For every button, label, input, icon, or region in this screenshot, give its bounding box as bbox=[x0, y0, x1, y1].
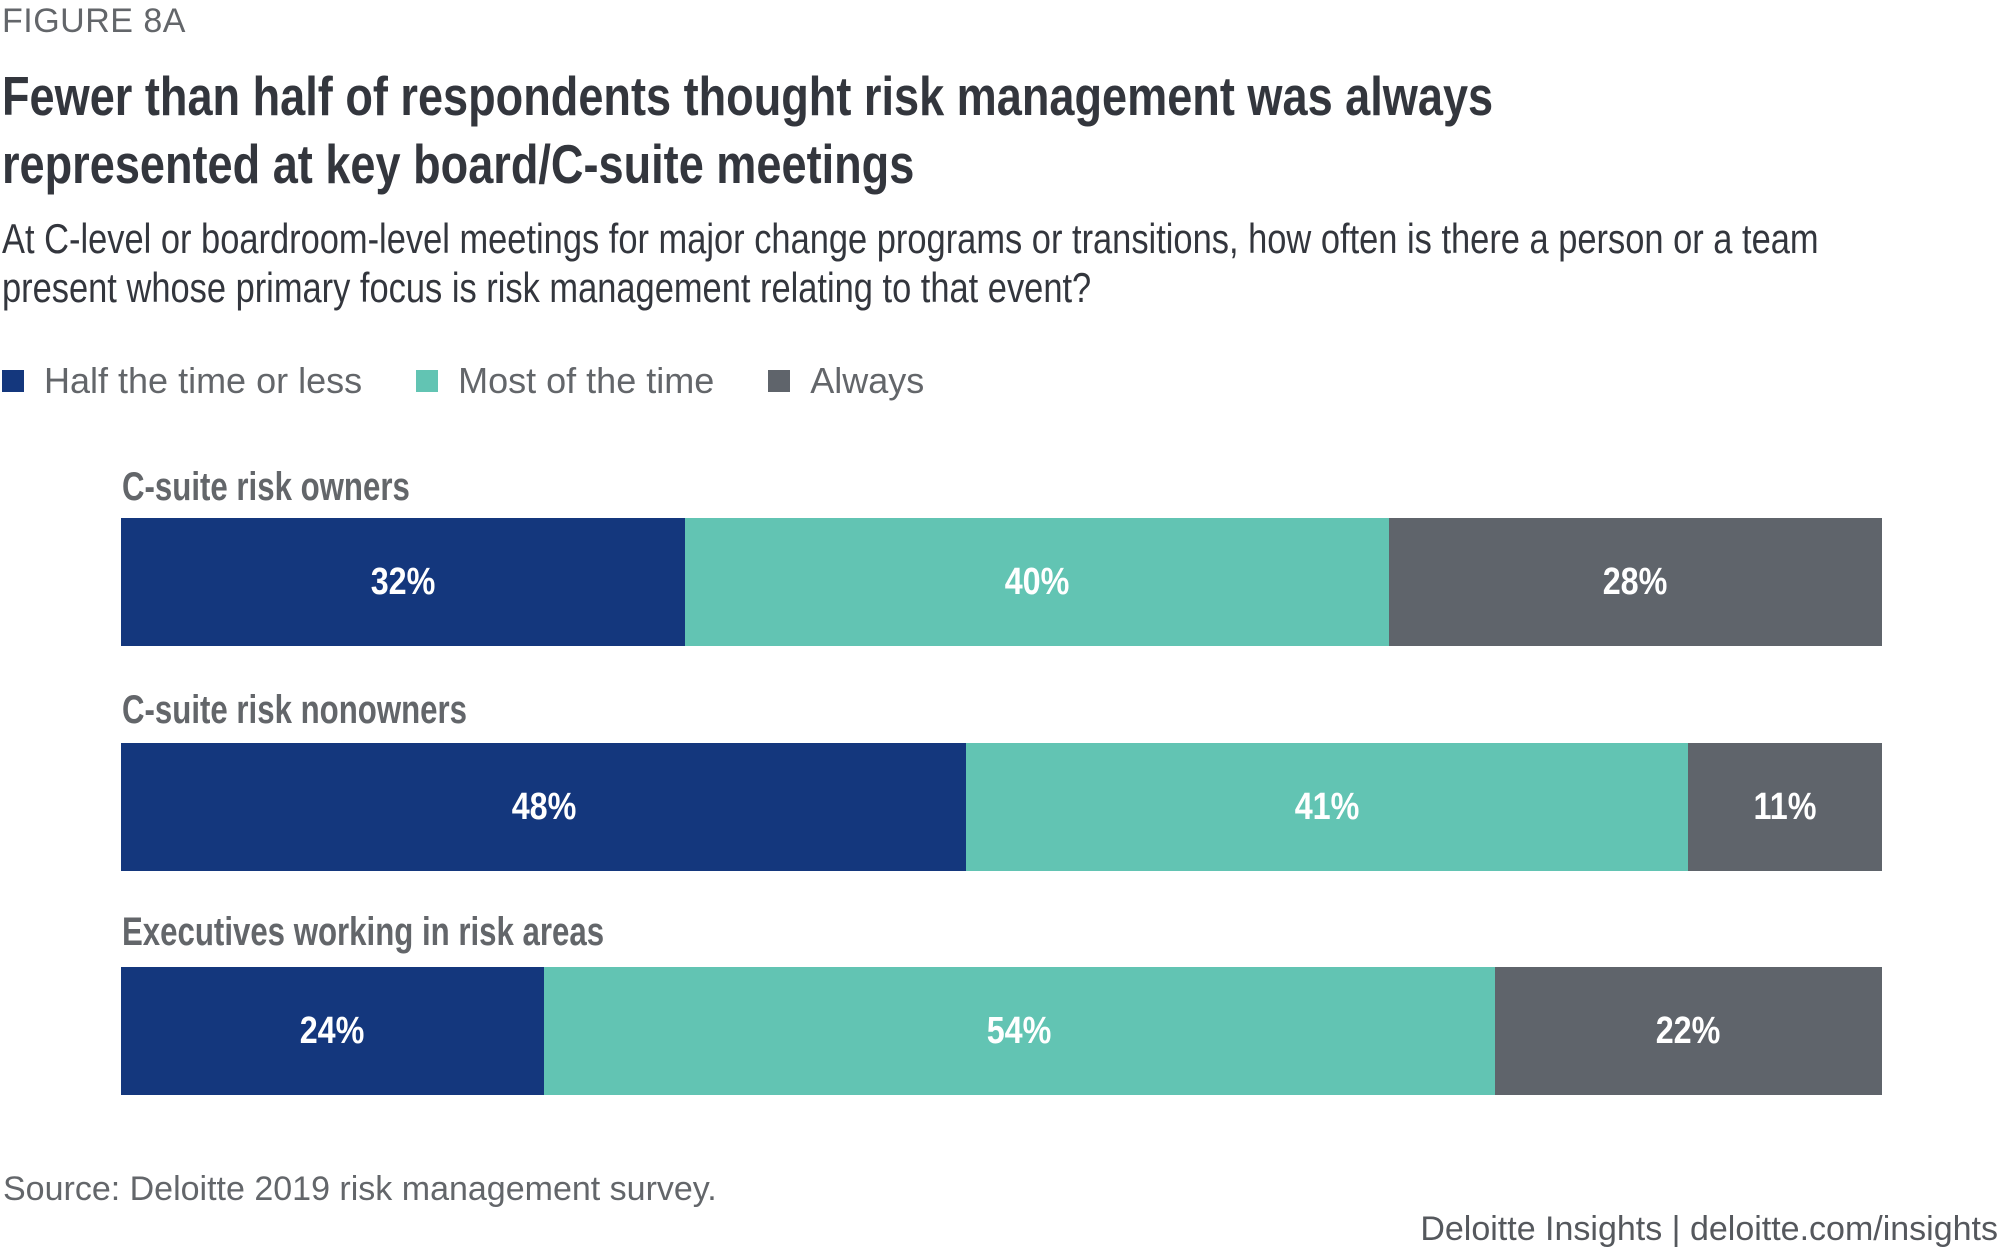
legend-swatch bbox=[2, 370, 24, 392]
chart-subtitle: At C-level or boardroom-level meetings f… bbox=[2, 215, 1819, 311]
legend-label: Half the time or less bbox=[44, 360, 363, 401]
data-label: 32% bbox=[370, 560, 436, 603]
legend-swatch bbox=[416, 370, 439, 392]
data-label: 22% bbox=[1655, 1009, 1721, 1052]
data-label: 41% bbox=[1294, 785, 1360, 828]
category-label: Executives working in risk areas bbox=[122, 910, 605, 954]
bar-segment: 48% bbox=[121, 743, 967, 871]
legend-label: Most of the time bbox=[458, 360, 715, 401]
legend-item-half: Half the time or less bbox=[2, 360, 362, 402]
legend: Half the time or less Most of the time A… bbox=[2, 360, 978, 402]
bar-segment: 22% bbox=[1494, 967, 1882, 1095]
bar-segment: 41% bbox=[966, 743, 1689, 871]
figure-label: FIGURE 8A bbox=[2, 2, 186, 40]
bar-segment: 11% bbox=[1688, 743, 1882, 871]
bar-segment: 54% bbox=[543, 967, 1495, 1095]
bar-segment: 32% bbox=[121, 518, 685, 646]
data-label: 11% bbox=[1753, 785, 1817, 828]
category-label: C-suite risk owners bbox=[122, 465, 410, 509]
legend-item-most: Most of the time bbox=[416, 360, 714, 402]
legend-item-always: Always bbox=[768, 360, 924, 402]
bar-row: 32% 40% 28% bbox=[121, 518, 1882, 646]
bar-segment: 40% bbox=[684, 518, 1389, 646]
legend-swatch bbox=[768, 370, 791, 392]
legend-label: Always bbox=[810, 360, 925, 401]
bar-segment: 28% bbox=[1388, 518, 1882, 646]
chart-title: Fewer than half of respondents thought r… bbox=[2, 65, 1494, 195]
bar-segment: 24% bbox=[121, 967, 544, 1095]
footer-credit: Deloitte Insights | deloitte.com/insight… bbox=[1420, 1210, 1998, 1248]
bar-row: 24% 54% 22% bbox=[121, 967, 1882, 1095]
data-label: 48% bbox=[511, 785, 576, 828]
category-label: C-suite risk nonowners bbox=[122, 688, 468, 732]
data-label: 40% bbox=[1004, 560, 1070, 603]
data-label: 28% bbox=[1603, 560, 1668, 603]
source-note: Source: Deloitte 2019 risk management su… bbox=[3, 1170, 717, 1208]
data-label: 24% bbox=[299, 1009, 365, 1052]
bar-row: 48% 41% 11% bbox=[121, 743, 1882, 871]
data-label: 54% bbox=[986, 1009, 1052, 1052]
